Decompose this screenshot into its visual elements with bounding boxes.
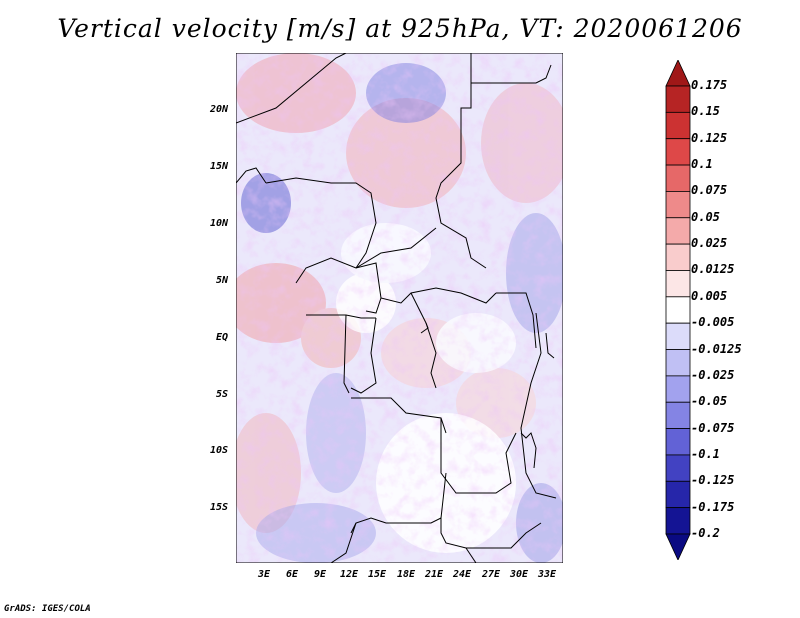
lon-label-27e: 27E — [481, 569, 501, 580]
colorbar-bin — [665, 191, 691, 219]
colorbar-bin — [665, 480, 691, 509]
colorbar-label: 0.0125 — [691, 262, 735, 277]
colorbar-label: 0.15 — [691, 104, 720, 119]
colorbar-label: 0.1 — [691, 157, 713, 172]
lon-label-9e: 9E — [313, 569, 327, 580]
lat-label-eq: EQ — [215, 332, 228, 343]
colorbar-label: -0.2 — [691, 526, 720, 540]
colorbar-label: -0.025 — [691, 367, 735, 382]
colorbar-label: 0.125 — [691, 130, 728, 145]
colorbar-label: -0.075 — [691, 420, 735, 435]
lon-label-21e: 21E — [424, 569, 444, 580]
colorbar-bin — [665, 243, 691, 271]
map-title: Vertical velocity [m/s] at 925hPa, VT: 2… — [57, 14, 743, 43]
colorbar-label: -0.05 — [691, 394, 728, 409]
colorbar-bin — [665, 375, 691, 403]
lat-label-5n: 5N — [215, 275, 228, 286]
colorbar-bin — [665, 111, 691, 140]
colorbar-bin — [665, 401, 691, 429]
grads-credit: GrADS: IGES/COLA — [4, 604, 91, 614]
lon-label-12e: 12E — [339, 569, 359, 580]
colorbar-bin — [665, 138, 691, 166]
colorbar-label: -0.005 — [691, 315, 735, 330]
lat-label-5s: 5S — [215, 389, 228, 400]
vertical-velocity-map — [236, 53, 563, 563]
colorbar-label: -0.175 — [691, 499, 735, 514]
lon-label-24e: 24E — [452, 569, 472, 580]
colorbar-max-tip — [665, 60, 691, 87]
colorbar-bin — [665, 296, 691, 324]
lat-label-10s: 10S — [209, 445, 228, 456]
country-borders — [236, 53, 563, 563]
colorbar-bin — [665, 85, 691, 113]
lat-label-10n: 10N — [209, 218, 228, 229]
lat-label-15s: 15S — [209, 502, 228, 513]
colorbar-label: 0.005 — [691, 288, 728, 303]
lon-label-6e: 6E — [285, 569, 299, 580]
lon-label-3e: 3E — [257, 569, 271, 580]
colorbar-label: 0.025 — [691, 236, 728, 251]
colorbar-label: 0.175 — [691, 78, 728, 92]
colorbar-bin — [665, 349, 691, 377]
lon-label-33e: 33E — [537, 569, 557, 580]
colorbar-bin — [665, 428, 691, 456]
colorbar-label: -0.1 — [691, 446, 720, 461]
colorbar-label: 0.075 — [691, 183, 728, 198]
colorbar-label: -0.0125 — [691, 341, 742, 356]
lon-label-15e: 15E — [367, 569, 387, 580]
colorbar-label: 0.05 — [691, 209, 720, 224]
lon-label-18e: 18E — [396, 569, 416, 580]
colorbar — [665, 60, 691, 560]
texture-overlay — [236, 53, 563, 563]
colorbar-bin — [665, 217, 691, 245]
lat-label-20n: 20N — [209, 104, 228, 115]
colorbar-min-tip — [665, 533, 691, 560]
lat-label-15n: 15N — [209, 161, 228, 172]
colorbar-bin — [665, 270, 691, 298]
lon-label-30e: 30E — [509, 569, 529, 580]
colorbar-bin — [665, 507, 691, 535]
colorbar-label: -0.125 — [691, 473, 735, 488]
colorbar-bin — [665, 322, 691, 350]
colorbar-bin — [665, 454, 691, 482]
colorbar-bin — [665, 164, 691, 192]
